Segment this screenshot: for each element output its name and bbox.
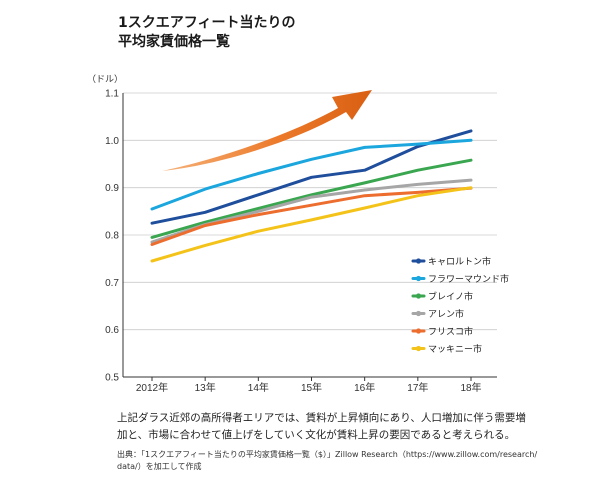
legend-dot-icon	[415, 258, 422, 264]
caption-line-2: 加と、市場に合わせて値上げをしていく文化が賃料上昇の要因であると考えられる。	[117, 429, 516, 441]
series-line-1	[150, 129, 473, 225]
legend-dot-icon	[415, 275, 422, 282]
series-line-5	[150, 186, 473, 246]
y-tick-label: 0.7	[105, 278, 119, 289]
legend-label: キャロルトン市	[428, 256, 491, 268]
trend-arrow-icon	[162, 90, 372, 171]
y-axis-unit: （ドル）	[87, 74, 123, 85]
legend-label: アレン市	[428, 308, 464, 320]
legend-dot-icon	[415, 293, 422, 299]
legend-label: マッキニー市	[428, 343, 482, 355]
y-tick-label: 0.9	[105, 183, 119, 194]
y-tick-label: 1.0	[105, 136, 119, 147]
y-tick-label: 0.6	[105, 325, 119, 336]
legend-dot-icon	[415, 310, 422, 317]
y-tick-label: 0.5	[105, 373, 119, 384]
x-tick-label: 17年	[407, 381, 428, 394]
series-line-2	[150, 138, 473, 211]
source-line-2: data/）を加工して作成	[117, 462, 202, 471]
legend-dot-icon	[415, 328, 422, 334]
caption: 上記ダラス近郊の高所得者エリアでは、賃料が上昇傾向にあり、人口増加に伴う需要増 …	[117, 410, 526, 444]
source-line-1: 出典：「1スクエアフィート当たりの平均家賃価格一覧（$）」Zillow Rese…	[117, 450, 538, 459]
legend-dot-icon	[415, 345, 422, 352]
chart-title-line-1: 1スクエアフィート当たりの	[118, 15, 296, 31]
series-line-6	[150, 186, 473, 263]
legend-label: ブレイノ市	[428, 291, 473, 303]
chart-title: 1スクエアフィート当たりの 平均家賃価格一覧	[118, 14, 295, 52]
series-line-3	[150, 158, 473, 239]
y-tick-label: 1.1	[105, 89, 119, 100]
caption-line-1: 上記ダラス近郊の高所得者エリアでは、賃料が上昇傾向にあり、人口増加に伴う需要増	[117, 412, 526, 424]
y-tick-label: 0.8	[105, 231, 119, 242]
x-tick-label: 14年	[248, 381, 269, 394]
legend-label: フリスコ市	[428, 326, 473, 338]
x-tick-label: 13年	[195, 381, 216, 394]
source-note: 出典：「1スクエアフィート当たりの平均家賃価格一覧（$）」Zillow Rese…	[117, 449, 538, 473]
x-tick-label: 15年	[301, 381, 322, 394]
x-tick-label: 18年	[460, 381, 481, 394]
x-tick-label: 16年	[354, 381, 375, 394]
series-line-4	[150, 178, 473, 244]
x-tick-label: 2012年	[136, 381, 168, 394]
chart-title-line-2: 平均家賃価格一覧	[118, 34, 230, 50]
legend-label: フラワーマウンド市	[428, 273, 509, 285]
